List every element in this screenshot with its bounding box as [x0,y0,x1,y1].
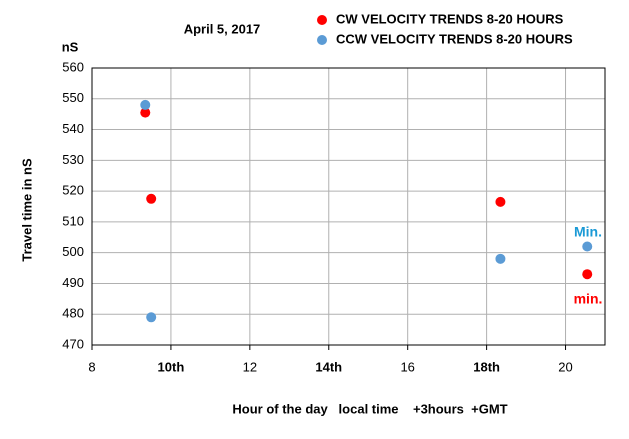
x-tick-label: 10th [158,359,185,374]
x-tick-label: 16 [400,359,414,374]
annotation: Min. [574,224,602,240]
x-tick-label: 20 [558,359,572,374]
x-tick-label: 14th [315,359,342,374]
y-tick-label: 480 [62,306,84,321]
y-tick-label: 550 [62,90,84,105]
legend-marker [317,35,327,45]
x-axis-label: Hour of the day local time +3hours +GMT [232,401,507,416]
data-point [146,193,157,204]
y-axis-label: Travel time in nS [19,158,34,262]
x-tick-label: 8 [88,359,95,374]
chart-title: April 5, 2017 [184,21,261,36]
data-point [140,107,151,118]
legend-label: CW VELOCITY TRENDS 8-20 HOURS [336,11,564,26]
y-tick-label: 470 [62,336,84,351]
y-tick-label: 530 [62,152,84,167]
y-tick-label: 510 [62,213,84,228]
plot-border [91,67,606,346]
data-point [495,196,506,207]
y-tick-label: 490 [62,275,84,290]
legend-label: CCW VELOCITY TRENDS 8-20 HOURS [336,31,573,46]
y-tick-label: 520 [62,183,84,198]
y-tick-label: 540 [62,121,84,136]
data-point [146,312,157,323]
data-point [495,253,506,264]
y-unit: nS [62,39,79,54]
data-point [140,99,151,110]
y-tick-label: 560 [62,59,84,74]
annotation: min. [574,291,603,307]
x-tick-label: 18th [473,359,500,374]
x-tick-label: 12 [243,359,257,374]
data-point [582,269,593,280]
legend-marker [317,15,327,25]
y-tick-label: 500 [62,244,84,259]
data-point [582,241,593,252]
